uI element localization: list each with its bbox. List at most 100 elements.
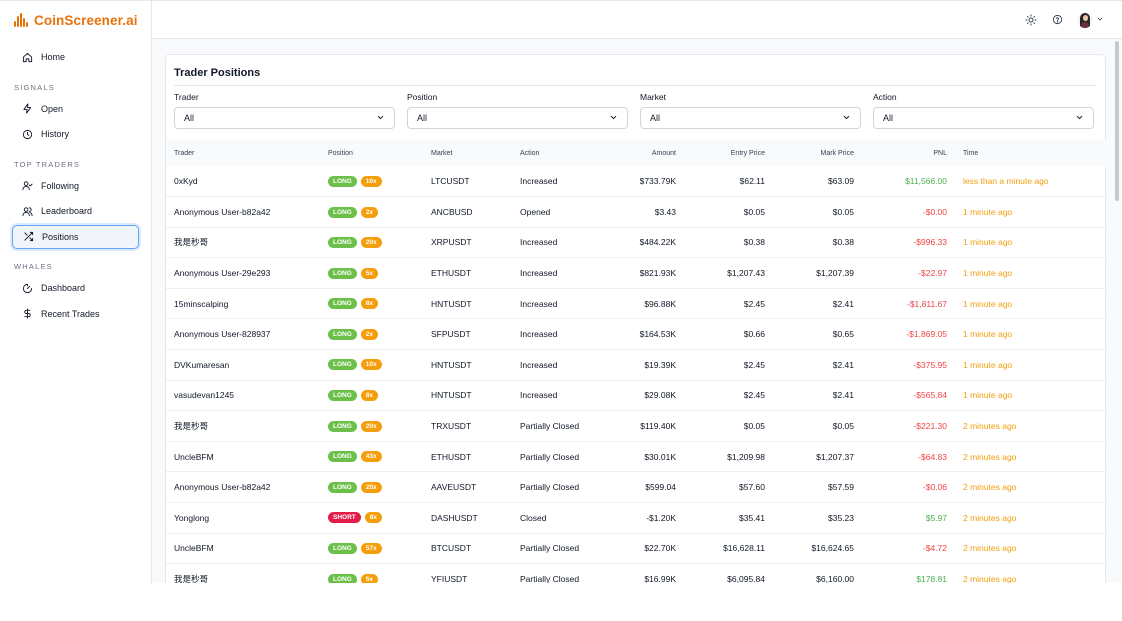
trader-cell[interactable]: 0xKyd [174,176,198,187]
table-row[interactable]: 我是秒哥 LONG 5x YFIUSDT Partially Closed $16.99K… [166,564,1107,583]
column-header-pnl[interactable]: PNL [933,149,947,157]
column-header-mark-price[interactable]: Mark Price [820,149,854,157]
column-header-amount[interactable]: Amount [651,149,676,157]
column-header-time[interactable]: Time [963,149,979,157]
table-row[interactable]: DVKumaresan LONG 10x HNTUSDT Increased $19.39… [166,350,1107,381]
table-row[interactable]: 0xKyd LONG 10x LTCUSDT Increased $733.79K $62.… [166,166,1107,197]
chevron-down-icon [609,113,618,124]
trader-cell[interactable]: vasudevan1245 [174,390,235,401]
sun-icon[interactable] [1025,14,1037,26]
pnl-cell: -$0.06 [922,482,947,493]
table-row[interactable]: Anonymous User-828937 LONG 2x SFPUSDT Increa… [166,319,1107,350]
leverage-badge: 8x [364,512,382,524]
trader-select[interactable]: All [174,107,395,129]
table-row[interactable]: vasudevan1245 LONG 8x HNTUSDT Increased $29.0… [166,380,1107,411]
sidebar-nav: Home SIGNALS Open History TOP TRADERS Followi… [0,39,151,326]
nav-section-title: TOP TRADERS [14,159,81,169]
trader-cell[interactable]: UncleBFM [174,451,214,462]
position-cell: LONG 20x [320,411,423,442]
user-menu[interactable] [1077,11,1104,28]
select-value: All [650,113,661,123]
trader-cell[interactable]: DVKumaresan [174,359,230,370]
sidebar-item-open[interactable]: Open [12,97,139,121]
gauge-icon [22,283,33,294]
mark-price-cell: $57.59 [828,482,854,493]
time-cell: 2 minutes ago [963,543,1017,554]
amount-cell: $30.01K [644,451,676,462]
position-select[interactable]: All [407,107,628,129]
mark-price-cell: $1,207.37 [816,451,854,462]
action-select[interactable]: All [873,107,1094,129]
side-badge: LONG [328,543,357,555]
market-cell: LTCUSDT [431,176,470,187]
trader-cell[interactable]: 我是秒哥 [174,421,209,432]
filter-label: Action [873,92,897,102]
time-cell: 1 minute ago [963,268,1013,279]
entry-price-cell: $35.41 [739,512,765,523]
position-cell: LONG 10x [320,166,423,197]
trader-cell[interactable]: 15minscalping [174,298,229,309]
market-select[interactable]: All [640,107,861,129]
position-cell: LONG 20x [320,227,423,258]
trader-cell[interactable]: Anonymous User-29e293 [174,268,271,279]
chevron-down-icon [376,113,385,124]
help-icon[interactable] [1051,14,1063,26]
sidebar-item-label: History [41,129,70,139]
sidebar-item-leaderboard[interactable]: Leaderboard [12,199,139,223]
table-row[interactable]: UncleBFM LONG 43x ETHUSDT Partially Closed $3… [166,441,1107,472]
trader-cell[interactable]: Anonymous User-828937 [174,329,271,340]
pnl-cell: -$64.83 [918,451,947,462]
leverage-badge: 8x [360,298,379,310]
side-badge: LONG [328,206,357,218]
scrollbar[interactable] [1115,41,1119,201]
column-header-trader[interactable]: Trader [174,149,195,157]
trader-cell[interactable]: Yonglong [174,512,210,523]
sidebar-item-label: Open [41,103,64,114]
trader-cell[interactable]: UncleBFM [174,543,214,554]
position-cell: LONG 5x [320,258,423,289]
action-cell: Increased [520,390,558,401]
sidebar-item-dashboard[interactable]: Dashboard [12,276,139,300]
side-badge: LONG [328,390,357,402]
table-row[interactable]: Yonglong SHORT 8x DASHUSDT Closed -$1.20K $35.… [166,503,1107,534]
sidebar-item-label: Following [41,180,80,191]
entry-price-cell: $62.11 [739,176,765,187]
sidebar-item-following[interactable]: Following [12,174,139,198]
action-cell: Partially Closed [520,574,580,583]
position-cell: LONG 43x [320,441,423,472]
mark-price-cell: $0.05 [832,206,854,217]
pnl-cell: -$22.97 [918,268,947,279]
sidebar-item-home[interactable]: Home [12,45,139,69]
table-row[interactable]: Anonymous User-b82a42 LONG 2x ANCBUSD Opened… [166,197,1107,228]
trader-cell[interactable]: 我是秒哥 [174,574,209,583]
main-content: Trader Positions Trader All Position All Mar… [152,1,1122,583]
sidebar-item-positions[interactable]: Positions [12,224,139,249]
column-header-market[interactable]: Market [431,149,453,157]
sidebar: CoinScreener.ai Home SIGNALS Open History TO… [0,1,152,583]
amount-cell: $96.88K [644,298,676,309]
sidebar-item-recent-trades[interactable]: Recent Trades [12,302,139,326]
column-header-action[interactable]: Action [520,149,540,157]
time-cell: 1 minute ago [963,237,1013,248]
table-row[interactable]: Anonymous User-29e293 LONG 5x ETHUSDT Increa… [166,258,1107,289]
table-row[interactable]: Anonymous User-b82a42 LONG 20x AAVEUSDT Part… [166,472,1107,503]
chevron-down-icon [1075,113,1084,124]
table-row[interactable]: 我是秒哥 LONG 20x TRXUSDT Partially Closed $119.4… [166,411,1107,442]
trader-cell[interactable]: 我是秒哥 [174,237,209,248]
trader-cell[interactable]: Anonymous User-b82a42 [174,206,271,217]
pnl-cell: -$4.72 [922,543,947,554]
sidebar-item-history[interactable]: History [12,122,139,146]
column-header-position[interactable]: Position [328,149,353,157]
column-header-entry-price[interactable]: Entry Price [730,149,765,157]
table-row[interactable]: 我是秒哥 LONG 20x XRPUSDT Increased $484.22K $0.38… [166,227,1107,258]
action-cell: Partially Closed [520,421,580,432]
entry-price-cell: $0.05 [743,421,765,432]
brand[interactable]: CoinScreener.ai [0,1,151,39]
side-badge: LONG [328,237,357,249]
table-row[interactable]: 15minscalping LONG 8x HNTUSDT Increased $96.8… [166,288,1107,319]
action-cell: Partially Closed [520,543,580,554]
trader-cell[interactable]: Anonymous User-b82a42 [174,482,271,493]
time-cell: 2 minutes ago [963,574,1017,583]
entry-price-cell: $0.66 [743,329,765,340]
table-row[interactable]: UncleBFM LONG 57x BTCUSDT Partially Closed $2… [166,533,1107,564]
